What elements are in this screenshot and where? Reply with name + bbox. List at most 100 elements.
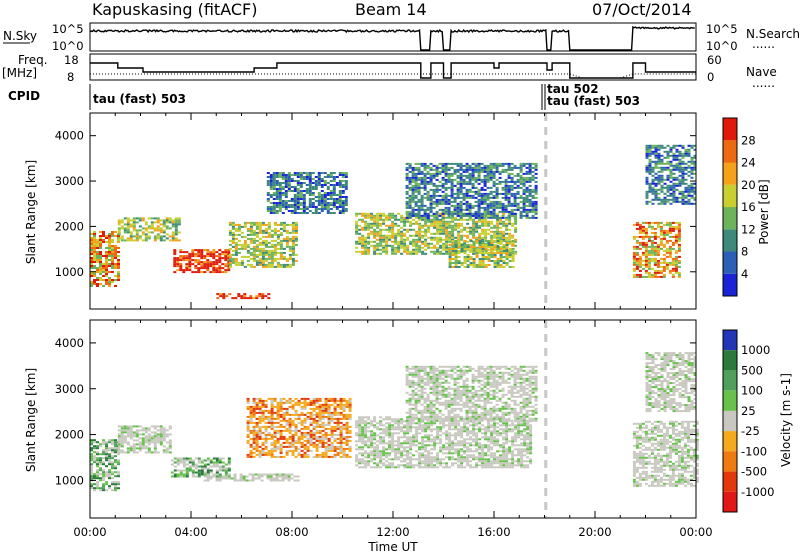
heatmap-cell [681, 146, 685, 149]
heatmap-cell [177, 231, 181, 234]
heatmap-cell [344, 198, 348, 200]
heatmap-cell [282, 257, 286, 260]
heatmap-cell [111, 441, 114, 444]
heatmap-cell [90, 237, 93, 239]
heatmap-cell [93, 237, 96, 239]
heatmap-cell [429, 208, 433, 211]
heatmap-cell [408, 188, 412, 191]
heatmap-cell [400, 226, 404, 229]
heatmap-cell [441, 164, 445, 167]
heatmap-cell [141, 217, 145, 220]
heatmap-cell [273, 435, 277, 438]
heatmap-cell [291, 263, 295, 266]
heatmap-cell [693, 196, 697, 199]
heatmap-cell [338, 200, 342, 202]
heatmap-cell [306, 445, 310, 448]
heatmap-cell [279, 231, 283, 234]
heatmap-cell [311, 172, 315, 174]
heatmap-cell [492, 164, 496, 167]
heatmap-cell [442, 246, 446, 249]
heatmap-cell [314, 188, 318, 190]
heatmap-cell [522, 200, 526, 203]
heatmap-cell [312, 455, 316, 458]
heatmap-cell [400, 246, 404, 249]
heatmap-cell [117, 259, 120, 261]
heatmap-cell [411, 178, 415, 181]
heatmap-cell [672, 152, 676, 155]
heatmap-cell [102, 469, 105, 472]
heatmap-cell [514, 252, 518, 255]
heatmap-cell [282, 445, 286, 448]
heatmap-cell [651, 146, 655, 149]
heatmap-cell [300, 397, 304, 400]
heatmap-cell [243, 247, 247, 250]
heatmap-cell [276, 263, 280, 266]
heatmap-cell [501, 216, 505, 219]
heatmap-cell [111, 465, 114, 468]
heatmap-cell [484, 244, 488, 246]
heatmap-cell [302, 198, 306, 200]
heatmap-cell [321, 439, 325, 442]
heatmap-cell [417, 176, 421, 179]
heatmap-cell [291, 423, 295, 426]
heatmap-cell [693, 148, 697, 151]
heatmap-cell [499, 226, 503, 229]
heatmap-cell [306, 411, 310, 414]
heatmap-cell [478, 242, 482, 244]
heatmap-cell [306, 437, 310, 440]
heatmap-cell [502, 230, 506, 233]
heatmap-cell [468, 202, 472, 205]
heatmap-cell [150, 227, 154, 230]
heatmap-cell [234, 263, 238, 266]
heatmap-cell [501, 206, 505, 209]
heatmap-cell [666, 174, 670, 177]
heatmap-cell [426, 166, 430, 169]
heatmap-cell [498, 164, 502, 167]
heatmap-cell [344, 184, 348, 186]
heatmap-cell [471, 182, 475, 185]
heatmap-cell [663, 200, 667, 203]
heatmap-cell [138, 225, 142, 228]
heatmap-cell [317, 182, 321, 184]
heatmap-cell [439, 230, 443, 233]
heatmap-cell [444, 180, 448, 183]
heatmap-cell [465, 200, 469, 203]
heatmap-cell [645, 156, 649, 159]
heatmap-cell [693, 186, 697, 189]
heatmap-cell [99, 479, 102, 482]
heatmap-cell [249, 237, 253, 240]
heatmap-cell [288, 253, 292, 256]
heatmap-cell [483, 180, 487, 183]
heatmap-cell [651, 190, 655, 193]
heatmap-cell [90, 249, 93, 251]
heatmap-cell [454, 216, 458, 219]
heatmap-cell [294, 449, 298, 452]
heatmap-cell [403, 222, 407, 225]
heatmap-cell [281, 202, 285, 204]
heatmap-cell [111, 233, 114, 235]
heatmap-cell [460, 246, 464, 248]
heatmap-cell [333, 409, 337, 412]
heatmap-cell [444, 200, 448, 203]
heatmap-cell [445, 234, 449, 237]
heatmap-cell [463, 248, 467, 251]
heatmap-cell [279, 451, 283, 454]
heatmap-cell [462, 194, 466, 197]
heatmap-cell [475, 254, 479, 256]
heatmap-cell [144, 447, 148, 450]
heatmap-cell [420, 204, 424, 207]
heatmap-cell [234, 257, 238, 260]
heatmap-cell [460, 222, 464, 225]
heatmap-cell [287, 172, 291, 174]
heatmap-cell [291, 241, 295, 244]
heatmap-cell [108, 233, 111, 235]
heatmap-cell [531, 216, 535, 219]
heatmap-cell [320, 172, 324, 174]
heatmap-cell [288, 263, 292, 266]
heatmap-cell [441, 178, 445, 181]
heatmap-cell [206, 261, 210, 264]
heatmap-cell [656, 225, 660, 228]
heatmap-cell [123, 229, 127, 232]
heatmap-cell [379, 238, 383, 241]
heatmap-cell [507, 180, 511, 183]
